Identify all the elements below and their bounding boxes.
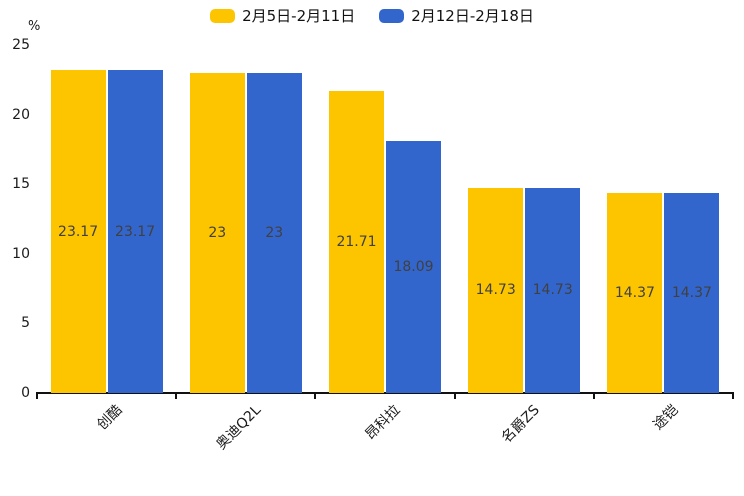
bar-week2: 14.37 (664, 192, 720, 393)
x-category-label: 途铠 (650, 402, 682, 434)
y-tick-label: 10 (12, 245, 30, 262)
x-axis-tick (314, 393, 317, 399)
x-axis-tick (453, 393, 456, 399)
bar-week2: 23 (246, 72, 302, 393)
y-tick-label: 15 (12, 176, 30, 193)
x-category-label: 昂科拉 (362, 402, 404, 444)
legend: 2月5日-2月11日 2月12日-2月18日 (0, 6, 744, 26)
bar-week1: 14.37 (607, 192, 663, 393)
legend-item-week1[interactable]: 2月5日-2月11日 (210, 6, 355, 26)
bar-value-label: 23.17 (115, 223, 156, 240)
bar-value-label: 14.37 (671, 284, 712, 301)
bar-value-label: 23.17 (58, 223, 99, 240)
bar-week1: 14.73 (468, 187, 524, 393)
x-axis-tick (175, 393, 178, 399)
x-axis-tick (36, 393, 38, 399)
y-tick-label: 0 (21, 385, 30, 401)
bar-week1: 23.17 (50, 70, 106, 393)
bar-value-label: 21.71 (336, 233, 377, 250)
legend-label-week1: 2月5日-2月11日 (242, 7, 356, 25)
y-axis-unit-label: % (28, 19, 41, 34)
bar-value-label: 14.73 (475, 282, 516, 299)
x-axis-tick (592, 393, 595, 399)
x-category-label: 名爵ZS (498, 402, 543, 447)
x-axis-tick (732, 393, 734, 399)
x-axis-line (36, 392, 734, 394)
bar-week2: 14.73 (525, 187, 581, 393)
legend-item-week2[interactable]: 2月12日-2月18日 (379, 6, 534, 26)
legend-swatch-week1-icon (210, 9, 236, 23)
bar-value-label: 14.37 (614, 284, 655, 301)
bar-week1: 21.71 (329, 90, 384, 393)
bar-week2: 23.17 (107, 70, 163, 393)
legend-label-week2: 2月12日-2月18日 (411, 7, 534, 25)
x-category-label: 奥迪Q2L (213, 402, 265, 453)
bar-value-label: 23 (265, 224, 284, 241)
y-tick-label: 25 (12, 37, 30, 53)
bar-value-label: 14.73 (532, 282, 573, 299)
bar-value-label: 18.09 (393, 259, 434, 276)
bar-week1: 23 (189, 72, 245, 393)
legend-swatch-week2-icon (379, 9, 405, 23)
x-category-label: 创酷 (93, 402, 126, 434)
y-tick-label: 5 (21, 315, 30, 332)
bar-week2: 18.09 (386, 141, 441, 393)
bar-value-label: 23 (208, 224, 227, 241)
y-tick-label: 20 (12, 106, 30, 123)
